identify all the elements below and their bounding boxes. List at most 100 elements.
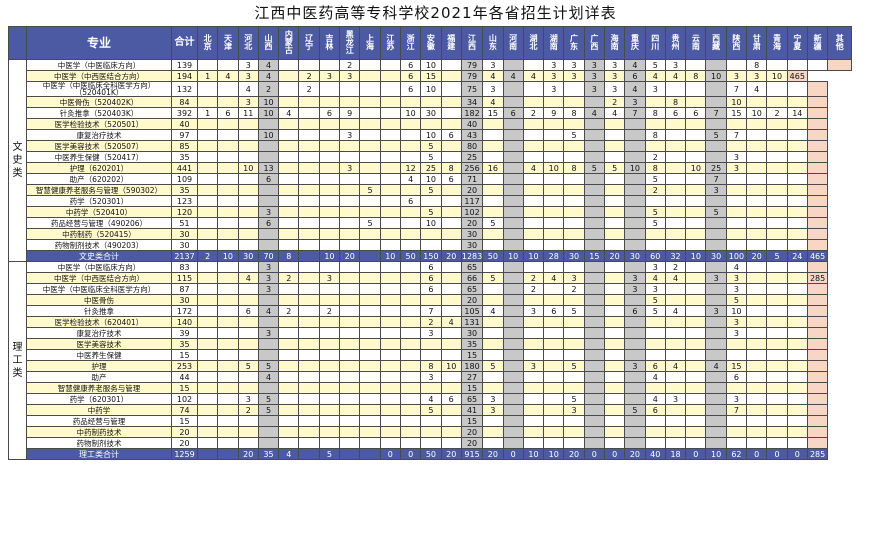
value-cell [502,118,524,130]
value-cell [318,261,341,273]
table-row: 医学美容技术（520507） 85 5 80 [9,140,852,152]
value-cell: 3 [705,272,727,284]
value-cell [624,217,646,229]
major-cell: 医学美容技术 [26,338,172,350]
total-cell: 109 [171,173,198,185]
value-cell [543,140,565,152]
value-cell [583,349,606,361]
value-cell [257,338,280,350]
value-cell [339,261,361,273]
value-cell [705,217,727,229]
value-cell [298,393,320,405]
value-cell: 6 [644,360,666,372]
value-cell [766,140,788,152]
major-cell: 中医养生保健（520417） [26,151,172,163]
value-cell [522,96,545,108]
value-cell [318,338,341,350]
major-cell: 医学检验技术（520501） [26,118,172,130]
value-cell [440,404,462,416]
value-cell [359,316,381,328]
value-cell [583,393,606,405]
value-cell [399,151,422,163]
value-cell [766,173,788,185]
value-cell [278,217,300,229]
value-cell [624,129,646,141]
value-cell [644,96,666,108]
value-cell [725,59,748,71]
value-cell [786,338,808,350]
value-cell [502,195,524,207]
value-cell [298,173,320,185]
value-cell [482,283,504,295]
value-cell [278,294,300,306]
total-cell: 172 [171,305,198,317]
value-cell [746,261,768,273]
value-cell [583,96,606,108]
value-cell [766,272,788,284]
value-cell: 3 [563,404,585,416]
value-cell [522,371,545,383]
table-row: 中医养生保健（520417） 35 5 25 2 3 [9,151,852,163]
subtotal-cell: 10 [379,250,401,262]
value-cell [237,371,259,383]
value-cell [746,404,768,416]
value-cell [603,228,626,240]
value-cell: 3 [522,360,545,372]
value-cell [196,338,219,350]
value-cell: 4 [624,81,646,97]
value-cell [482,151,504,163]
value-cell [725,195,748,207]
value-cell: 2 [278,272,300,284]
value-cell [399,349,422,361]
value-cell [237,228,259,240]
header-province: 天津 [217,26,239,60]
table-row: 医学检验技术（520501） 40 40 [9,118,852,130]
value-cell: 5 [359,217,381,229]
value-cell [806,437,829,449]
value-cell [644,437,666,449]
subtotal-cell: 50 [399,250,422,262]
value-cell [603,360,626,372]
value-cell: 15 [460,382,484,394]
value-cell [563,437,585,449]
value-cell [563,228,585,240]
value-cell: 6 [543,305,565,317]
value-cell [563,316,585,328]
subtotal-cell [298,448,320,460]
value-cell [543,316,565,328]
value-cell [298,96,320,108]
value-cell: 4 [664,360,687,372]
value-cell [359,228,381,240]
value-cell [644,338,666,350]
value-cell [440,415,462,427]
value-cell [664,239,687,251]
value-cell [583,118,606,130]
value-cell: 117 [460,195,484,207]
value-cell [318,151,341,163]
value-cell [705,151,727,163]
value-cell: 3 [237,393,259,405]
value-cell [502,162,524,174]
value-cell [543,151,565,163]
value-cell [543,371,565,383]
value-cell [217,239,239,251]
value-cell [624,206,646,218]
value-cell: 6 [237,305,259,317]
value-cell [705,404,727,416]
subtotal-cell: 0 [685,448,707,460]
value-cell [705,393,727,405]
value-cell [298,283,320,295]
value-cell [482,371,504,383]
value-cell [746,217,768,229]
value-cell [278,118,300,130]
subtotal-cell: 0 [786,448,808,460]
header-province: 其他 [827,26,853,60]
subtotal-cell: 20 [603,250,626,262]
value-cell [379,195,401,207]
value-cell: 8 [685,70,707,82]
value-cell [786,305,808,317]
value-cell [543,129,565,141]
subtotal-cell: 10 [217,250,239,262]
value-cell [278,173,300,185]
value-cell [685,382,707,394]
